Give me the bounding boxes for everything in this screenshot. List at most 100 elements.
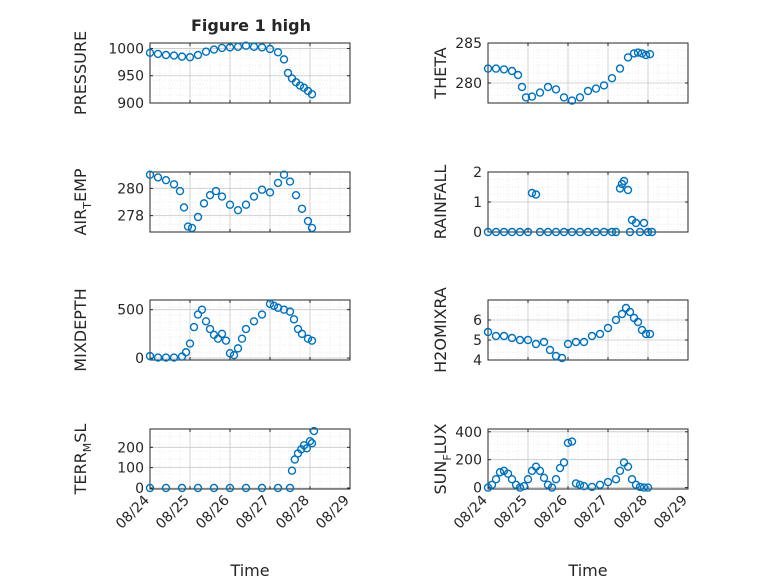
- data-point: [507, 227, 517, 237]
- data-point: [205, 190, 215, 200]
- data-point: [491, 331, 501, 341]
- data-point: [169, 180, 179, 189]
- data-point: [639, 218, 649, 228]
- data-point: [615, 466, 625, 476]
- data-point: [523, 475, 533, 484]
- subplot-theta: 280 285 THETA: [431, 36, 689, 105]
- data-point: [302, 444, 311, 453]
- data-point: [153, 49, 163, 59]
- y-axis-label-main: AIR: [71, 209, 90, 236]
- data-point: [631, 480, 641, 490]
- y-axis-label-main: RAINFALL: [431, 165, 450, 240]
- data-point: [169, 51, 179, 60]
- y-tick-label: 900: [117, 96, 144, 112]
- data-point: [307, 336, 317, 345]
- data-point: [635, 227, 645, 237]
- data-point: [193, 212, 203, 222]
- y-tick-label: 400: [455, 425, 482, 441]
- y-tick-label: 278: [117, 209, 144, 225]
- data-point: [515, 335, 525, 345]
- data-point: [241, 483, 251, 493]
- data-point: [491, 475, 501, 484]
- data-point: [551, 85, 561, 94]
- data-point: [499, 331, 509, 341]
- data-point: [487, 480, 497, 490]
- data-point: [643, 483, 653, 492]
- data-point: [145, 170, 155, 179]
- data-point: [545, 345, 555, 355]
- data-point: [185, 52, 195, 62]
- subplot-rainfall: 0 1 2 RAINFALL: [431, 165, 689, 241]
- data-point: [241, 200, 251, 209]
- data-point: [559, 93, 569, 102]
- data-point: [633, 317, 643, 327]
- subplot-mixdepth: 0 500 MIXDEPTH: [71, 288, 351, 372]
- data-point: [629, 49, 639, 58]
- data-point: [599, 81, 609, 90]
- data-point: [543, 82, 553, 92]
- data-point: [309, 426, 319, 436]
- data-point: [539, 337, 549, 347]
- data-point: [221, 336, 231, 345]
- y-tick-label: 0: [135, 351, 144, 367]
- data-point: [535, 227, 545, 237]
- data-point: [627, 475, 637, 484]
- data-point: [555, 463, 565, 473]
- y-tick-label: 950: [117, 69, 144, 85]
- data-point: [617, 309, 627, 319]
- y-axis-label: AIRTEMP: [71, 168, 94, 235]
- axes-box: [149, 171, 351, 233]
- y-axis-label-main: PRESSURE: [71, 31, 90, 115]
- y-axis-label: RAINFALL: [431, 165, 450, 240]
- data-point: [531, 190, 541, 199]
- data-point: [229, 350, 239, 360]
- y-tick-label: 285: [455, 36, 482, 52]
- data-point: [289, 315, 299, 324]
- data-point: [641, 329, 651, 339]
- y-axis-label-main: SUN: [431, 461, 450, 495]
- y-tick-label: 0: [473, 225, 482, 241]
- x-axis-label: Time: [567, 561, 607, 580]
- data-point: [307, 223, 317, 233]
- data-point: [161, 483, 171, 493]
- y-tick-label: 0: [473, 481, 482, 497]
- figure-title: Figure 1 high: [191, 16, 311, 35]
- y-tick-label: 280: [455, 76, 482, 92]
- data-point: [517, 82, 527, 92]
- data-point: [217, 43, 227, 53]
- data-point: [145, 483, 155, 493]
- data-point: [647, 227, 657, 237]
- data-point: [559, 458, 569, 467]
- data-point: [603, 323, 613, 333]
- data-point: [145, 48, 155, 58]
- data-point: [599, 227, 609, 237]
- data-point: [611, 227, 621, 237]
- data-point: [539, 473, 549, 483]
- data-point: [177, 483, 187, 493]
- data-point: [257, 43, 267, 52]
- y-axis-label-main: H2OMIXRA: [431, 287, 450, 373]
- data-point: [273, 48, 283, 57]
- data-point: [563, 339, 573, 349]
- data-point: [145, 351, 155, 361]
- data-point: [285, 177, 295, 186]
- data-point: [499, 227, 509, 237]
- y-axis-label: H2OMIXRA: [431, 287, 450, 373]
- y-tick-label: 4: [473, 353, 482, 369]
- data-point: [523, 335, 533, 345]
- y-axis-label-main: MIXDEPTH: [71, 288, 90, 371]
- data-point: [571, 479, 581, 488]
- data-point: [249, 317, 259, 326]
- data-point: [199, 199, 209, 208]
- data-point: [563, 438, 573, 448]
- data-point: [183, 222, 193, 231]
- data-point: [551, 475, 561, 484]
- data-point: [273, 483, 283, 493]
- data-point: [521, 93, 531, 102]
- data-point: [559, 227, 569, 237]
- data-point: [551, 227, 561, 237]
- data-point: [575, 93, 585, 102]
- data-point: [591, 227, 601, 237]
- data-point: [591, 84, 601, 93]
- y-tick-label: 200: [117, 440, 144, 456]
